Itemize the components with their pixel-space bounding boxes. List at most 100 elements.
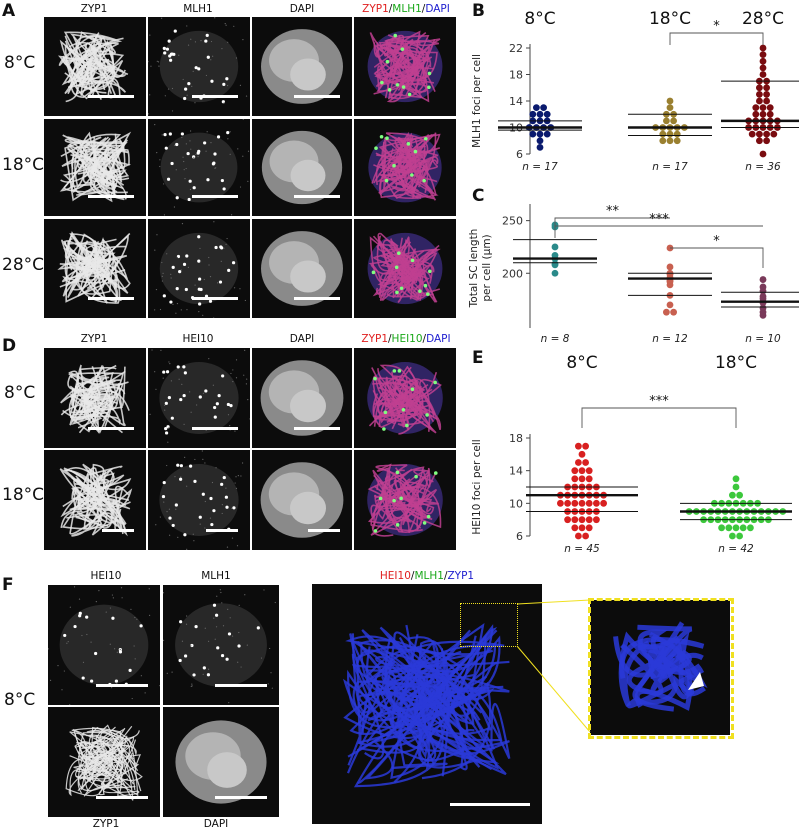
n-label: n = 12 <box>652 333 688 345</box>
channel-label-mlh1: MLH1 <box>183 3 213 15</box>
row-label-8c: 8°C <box>4 53 36 73</box>
channel-label-zyp1: ZYP1 <box>80 3 108 15</box>
micrograph-f-dapi <box>163 707 279 817</box>
n-label: n = 17 <box>522 161 558 173</box>
data-point <box>759 110 767 118</box>
data-point <box>536 137 544 145</box>
data-point <box>763 137 770 145</box>
significance-label: * <box>713 234 720 249</box>
data-point <box>666 263 674 271</box>
merge-part: ZYP1 <box>447 570 475 582</box>
category-label: 8°C <box>524 9 555 29</box>
y-tick-label: 6 <box>516 530 523 543</box>
y-tick-label: 18 <box>509 432 523 445</box>
data-point <box>585 475 593 483</box>
data-point <box>747 524 754 532</box>
scale-bar <box>192 95 238 98</box>
data-point <box>571 524 579 532</box>
data-point <box>766 110 774 118</box>
micrograph-d-r2-c1 <box>44 450 146 550</box>
micrograph-a-r2-c2 <box>148 119 250 216</box>
data-point <box>582 442 589 450</box>
data-point <box>585 467 593 475</box>
category-label: 8°C <box>566 353 597 373</box>
panel-label-c: C <box>472 186 485 206</box>
n-label: n = 8 <box>541 333 570 345</box>
data-point <box>752 110 760 118</box>
micrograph-d-r1-c4 <box>354 348 456 448</box>
data-point <box>666 130 674 138</box>
data-point <box>736 532 743 540</box>
micrograph-f-mlh1 <box>163 585 279 705</box>
data-point <box>585 516 593 524</box>
data-point <box>564 499 571 507</box>
significance-label: *** <box>649 212 669 227</box>
n-label: n = 10 <box>745 333 781 345</box>
merge-part: MLH1 <box>414 570 444 582</box>
scale-bar <box>88 195 134 198</box>
y-tick-label: 200 <box>502 267 523 280</box>
scale-bar <box>450 803 530 806</box>
data-point <box>578 467 586 475</box>
channel-label-dapi: DAPI <box>289 3 315 15</box>
panel-label-e: E <box>472 348 484 368</box>
data-point <box>663 308 670 316</box>
data-point <box>759 44 767 52</box>
micrograph-a-r3-c4 <box>354 219 456 318</box>
data-point <box>729 491 736 499</box>
data-point <box>732 483 740 491</box>
data-point <box>756 84 763 92</box>
data-point <box>739 524 747 532</box>
y-axis-label: HEI10 foci per cell <box>471 439 483 534</box>
data-point <box>766 104 774 112</box>
scale-bar <box>192 297 238 300</box>
data-point <box>748 130 756 138</box>
merge-part: ZYP1 <box>362 3 389 15</box>
data-point <box>670 308 677 316</box>
data-point <box>666 137 674 145</box>
merge-part: / <box>410 570 415 582</box>
data-point <box>666 281 674 289</box>
data-point <box>763 97 770 105</box>
data-point <box>752 104 760 112</box>
data-point <box>536 130 544 138</box>
data-point <box>666 301 674 309</box>
y-tick-label: 250 <box>502 215 523 228</box>
micrograph-d-r1-c1 <box>44 348 146 448</box>
merge-part: ZYP1 <box>361 333 388 345</box>
data-point <box>666 104 674 112</box>
data-point <box>578 516 586 524</box>
data-point <box>571 475 579 483</box>
significance-bracket <box>669 32 764 45</box>
merge-part: DAPI <box>426 333 451 345</box>
data-point <box>659 130 667 138</box>
data-point <box>756 97 763 105</box>
data-point <box>575 532 582 540</box>
category-label: 28°C <box>742 9 784 29</box>
micrograph-a-r3-c3 <box>252 219 352 318</box>
significance-label: ** <box>606 204 620 219</box>
scale-bar <box>308 529 340 532</box>
micrograph-a-r2-c1 <box>44 119 146 216</box>
data-point <box>536 143 544 151</box>
scale-bar <box>102 529 134 532</box>
data-point <box>736 491 743 499</box>
y-tick-label: 22 <box>509 42 523 55</box>
panel-label-f: F <box>2 575 14 595</box>
channel-label-dapi-d: DAPI <box>289 333 315 345</box>
data-point <box>725 524 733 532</box>
merge-label: ZYP1/MLH1/DAPI <box>354 3 458 15</box>
data-point <box>551 243 559 251</box>
merge-part: / <box>388 333 392 345</box>
data-point <box>571 516 579 524</box>
micrograph-d-r1-c3 <box>252 348 352 448</box>
micrograph-d-r1-c2 <box>148 348 250 448</box>
channel-label-zyp1-f: ZYP1 <box>92 818 120 830</box>
scale-bar <box>215 796 267 799</box>
chart-e: 6 10 14 18 HEI10 foci per cell n = 45 8°C n = 4… <box>471 353 792 555</box>
row-label-18c: 18°C <box>2 155 45 175</box>
data-point <box>575 459 582 466</box>
n-label: n = 36 <box>745 161 781 173</box>
data-point <box>593 516 600 524</box>
micrograph-f-zyp1 <box>48 707 160 817</box>
